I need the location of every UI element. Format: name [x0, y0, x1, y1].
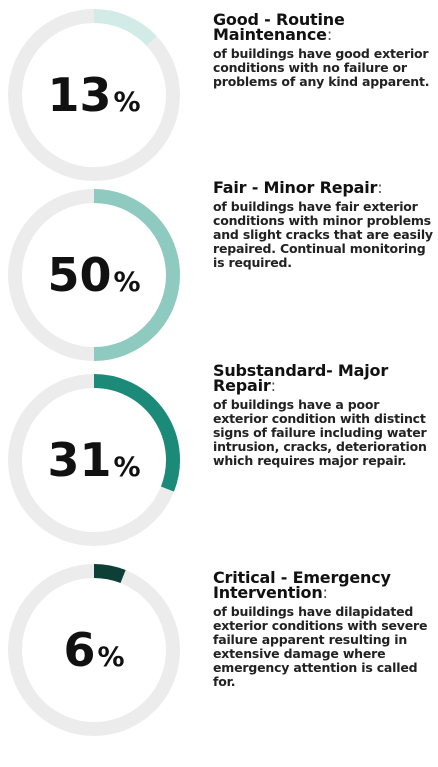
percent-value: 31	[47, 433, 111, 487]
category-name: Good - Routine Maintenance	[213, 10, 345, 44]
category-text: Good - Routine Maintenance: of buildings …	[213, 12, 437, 89]
donut-arc	[93, 9, 157, 46]
percent-label: 6%	[63, 623, 124, 677]
category-name: Substandard- Major Repair	[213, 361, 389, 395]
category-description: of buildings have a poor exterior condit…	[213, 397, 427, 468]
category-name: Fair - Minor Repair	[213, 178, 378, 197]
category-name: Critical - Emergency Intervention	[213, 568, 391, 602]
category-separator: :	[322, 583, 328, 602]
donut-arc	[93, 189, 180, 361]
category-description: of buildings have fair exterior conditio…	[213, 199, 433, 270]
percent-unit: %	[97, 642, 124, 673]
category-text: Critical - Emergency Intervention: of bui…	[213, 570, 437, 689]
percent-label: 31%	[47, 433, 140, 487]
category-title: Substandard- Major Repair:	[213, 361, 437, 395]
percent-unit: %	[113, 452, 140, 483]
percent-label: 13%	[47, 68, 140, 122]
category-title: Good - Routine Maintenance:	[213, 10, 437, 44]
donut-arc	[93, 564, 126, 584]
percent-value: 13	[47, 68, 111, 122]
category-title: Critical - Emergency Intervention:	[213, 568, 437, 602]
percent-unit: %	[113, 267, 140, 298]
category-description: of buildings have dilapidated exterior c…	[213, 604, 428, 689]
category-text: Substandard- Major Repair: of buildings h…	[213, 363, 437, 468]
category-separator: :	[270, 376, 276, 395]
category-text: Fair - Minor Repair: of buildings have fa…	[213, 180, 437, 270]
category-description: of buildings have good exterior conditio…	[213, 46, 430, 89]
category-separator: :	[377, 178, 383, 197]
percent-unit: %	[113, 87, 140, 118]
category-separator: :	[326, 25, 333, 44]
percent-label: 50%	[47, 248, 140, 302]
percent-value: 6	[63, 623, 95, 677]
percent-value: 50	[47, 248, 111, 302]
donut-arc	[93, 374, 180, 492]
category-title: Fair - Minor Repair:	[213, 178, 437, 197]
